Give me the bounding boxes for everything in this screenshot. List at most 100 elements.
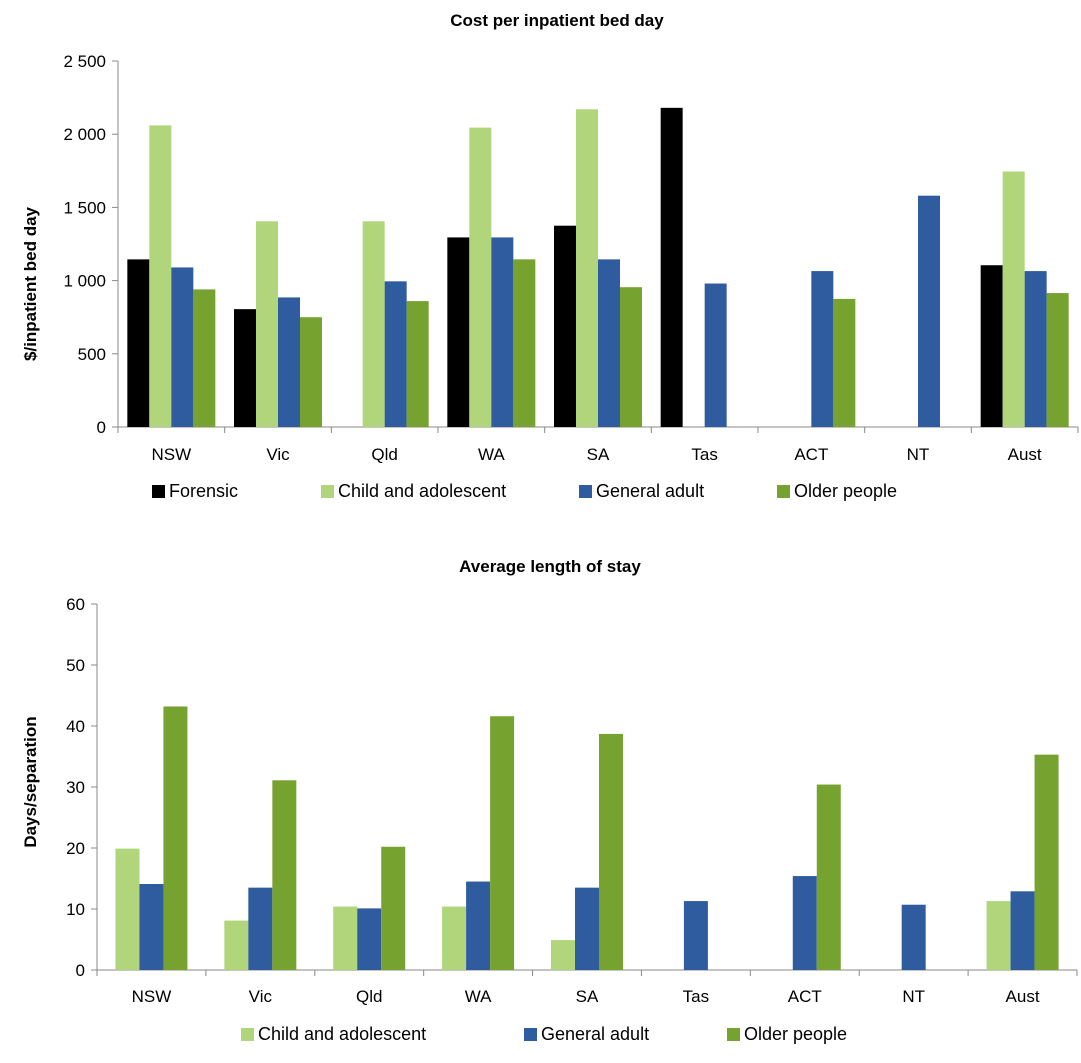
y-tick-label: 50: [66, 656, 85, 675]
legend-swatch: [321, 485, 334, 498]
bar-wa-child-and-adolescent: [469, 127, 492, 427]
bar-nsw-general-adult: [139, 883, 164, 970]
legend-label: Older people: [794, 481, 897, 501]
bar-qld-general-adult: [384, 281, 407, 427]
bar-wa-child-and-adolescent: [442, 906, 467, 970]
y-tick-label: 10: [66, 900, 85, 919]
x-tick-label: NSW: [132, 987, 172, 1006]
bar-sa-older-people: [599, 733, 623, 970]
bar-sa-child-and-adolescent: [576, 109, 598, 427]
bar-aust-child-and-adolescent: [1002, 171, 1025, 427]
bar-wa-older-people: [490, 716, 515, 970]
bar-act-older-people: [833, 298, 856, 427]
y-axis-label: $/inpatient bed day: [21, 206, 40, 361]
legend-label: Older people: [744, 1024, 847, 1044]
x-tick-label: WA: [465, 987, 492, 1006]
bar-nt-general-adult: [901, 904, 926, 970]
x-tick-label: Vic: [266, 445, 290, 464]
chart-cost-per-bed-day: Cost per inpatient bed day $/inpatient b…: [21, 11, 1079, 501]
x-tick-label: Aust: [1008, 445, 1042, 464]
x-tick-label: Qld: [356, 987, 382, 1006]
y-tick-label: 500: [78, 345, 106, 364]
y-tick-label: 40: [66, 717, 85, 736]
y-tick-label: 1 500: [63, 198, 106, 217]
bar-vic-general-adult: [248, 887, 273, 970]
bar-sa-child-and-adolescent: [551, 940, 575, 970]
bar-vic-older-people: [300, 317, 322, 427]
y-tick-label: 0: [97, 418, 106, 437]
bar-tas-general-adult: [704, 283, 727, 427]
y-tick-label: 60: [66, 595, 85, 614]
bar-aust-older-people: [1034, 754, 1059, 970]
y-tick-label: 20: [66, 839, 85, 858]
bar-nsw-forensic: [127, 259, 150, 427]
bar-aust-general-adult: [1010, 891, 1035, 970]
legend-swatch: [241, 1028, 254, 1041]
bar-sa-older-people: [620, 287, 642, 427]
bar-tas-forensic: [660, 107, 683, 428]
chart-title: Average length of stay: [459, 557, 641, 576]
bar-nsw-child-and-adolescent: [149, 125, 172, 427]
bar-qld-general-adult: [357, 908, 382, 970]
bar-wa-forensic: [447, 237, 470, 427]
bar-nt-general-adult: [918, 195, 940, 427]
x-tick-label: Vic: [249, 987, 273, 1006]
y-tick-label: 30: [66, 778, 85, 797]
bar-nsw-older-people: [163, 706, 188, 970]
legend-label: General adult: [541, 1024, 649, 1044]
y-tick-label: 1 000: [63, 272, 106, 291]
y-tick-label: 2 000: [63, 125, 106, 144]
bar-nsw-older-people: [193, 289, 216, 427]
bar-aust-child-and-adolescent: [986, 901, 1011, 970]
legend-swatch: [727, 1028, 740, 1041]
bar-sa-forensic: [554, 225, 576, 427]
bar-tas-general-adult: [683, 901, 708, 970]
x-tick-label: ACT: [788, 987, 822, 1006]
x-tick-label: SA: [576, 987, 599, 1006]
legend-label: Child and adolescent: [258, 1024, 426, 1044]
bar-nsw-general-adult: [171, 267, 194, 427]
legend-swatch: [524, 1028, 537, 1041]
bar-nsw-child-and-adolescent: [115, 848, 140, 970]
legend-label: General adult: [596, 481, 704, 501]
legend-label: Child and adolescent: [338, 481, 506, 501]
bar-qld-older-people: [406, 301, 429, 427]
bar-aust-forensic: [980, 265, 1003, 427]
bar-act-older-people: [816, 784, 841, 970]
x-tick-label: WA: [478, 445, 505, 464]
bar-aust-older-people: [1046, 293, 1069, 427]
x-tick-label: Qld: [371, 445, 397, 464]
bar-wa-general-adult: [466, 881, 491, 970]
y-tick-label: 0: [76, 961, 85, 980]
bar-act-general-adult: [792, 876, 817, 970]
bar-wa-older-people: [513, 259, 536, 427]
legend-swatch: [777, 485, 790, 498]
legend-swatch: [152, 485, 165, 498]
x-tick-label: SA: [587, 445, 610, 464]
legend-label: Forensic: [169, 481, 238, 501]
bar-sa-general-adult: [575, 887, 599, 970]
x-tick-label: Aust: [1006, 987, 1040, 1006]
chart-average-length-of-stay: Average length of stay Days/separation 0…: [21, 557, 1078, 1044]
y-tick-label: 2 500: [63, 52, 106, 71]
legend-swatch: [579, 485, 592, 498]
bar-aust-general-adult: [1024, 271, 1047, 427]
x-tick-label: NT: [907, 445, 930, 464]
bar-vic-older-people: [272, 780, 297, 970]
x-tick-label: NSW: [151, 445, 191, 464]
x-tick-label: NT: [902, 987, 925, 1006]
bar-qld-older-people: [381, 846, 406, 970]
y-axis-label: Days/separation: [21, 716, 40, 847]
bar-act-general-adult: [811, 271, 834, 427]
bar-qld-child-and-adolescent: [333, 906, 358, 970]
x-tick-label: Tas: [691, 445, 717, 464]
bar-vic-child-and-adolescent: [224, 920, 249, 970]
bar-sa-general-adult: [598, 259, 620, 427]
x-tick-label: ACT: [794, 445, 828, 464]
bar-wa-general-adult: [491, 237, 514, 427]
bar-vic-forensic: [234, 309, 256, 427]
bar-vic-general-adult: [278, 297, 300, 427]
chart-title: Cost per inpatient bed day: [450, 11, 664, 30]
bar-vic-child-and-adolescent: [256, 221, 278, 427]
